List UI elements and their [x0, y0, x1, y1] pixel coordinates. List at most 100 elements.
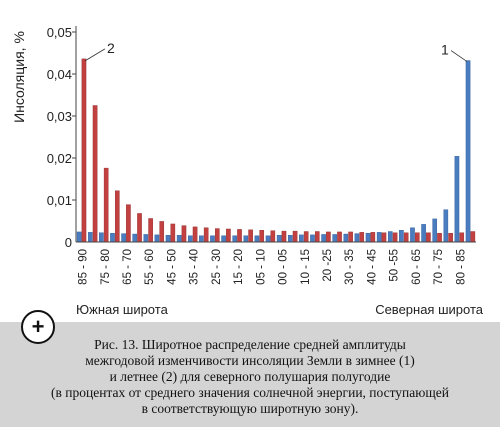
- bar-series-2: [403, 232, 409, 243]
- x-tick-label: 60 - 65: [411, 249, 423, 285]
- bar-series-2: [103, 167, 109, 243]
- bar-series-2: [381, 232, 387, 243]
- bar-series-2: [437, 232, 442, 243]
- bar-series-1: [376, 232, 382, 243]
- bar-series-2: [126, 204, 131, 243]
- bar-series-1: [443, 209, 449, 243]
- annotation-leader-1: [450, 50, 468, 62]
- bar-series-1: [410, 227, 415, 243]
- y-tick-label: 0,02: [47, 151, 72, 166]
- bar-series-2: [181, 225, 187, 243]
- bar-series-1: [243, 235, 249, 243]
- caption-line: в соответствующую широтную зону).: [141, 401, 359, 416]
- x-tick-label: 05 - 10: [255, 249, 267, 285]
- bar-series-2: [314, 231, 320, 243]
- bar-series-2: [203, 227, 209, 243]
- bar-series-1: [87, 232, 93, 243]
- bar-series-2: [170, 223, 176, 243]
- bar-series-2: [326, 231, 331, 243]
- bar-series-1: [332, 234, 338, 243]
- x-tick-label: 45 - 50: [166, 249, 178, 285]
- bar-series-1: [465, 60, 471, 243]
- bar-series-2: [292, 230, 298, 243]
- bar-series-1: [343, 233, 349, 243]
- y-tick-label: 0,05: [47, 25, 72, 40]
- bar-series-2: [214, 228, 220, 243]
- bar-series-2: [426, 232, 431, 243]
- bar-series-1: [210, 235, 215, 243]
- bar-series-2: [192, 226, 198, 243]
- caption-line: межгодовой изменчивости инсоляции Земли …: [85, 353, 415, 368]
- x-tick-label: 55 - 60: [144, 249, 156, 285]
- bar-series-1: [454, 156, 460, 243]
- bar-series-1: [387, 231, 393, 243]
- bar-series-2: [81, 58, 87, 243]
- bar-series-1: [132, 233, 138, 243]
- chart-area: 0 0,01 0,02 0,03 0,04 0,05 85 - 90 75 - 80 65 - …: [0, 0, 500, 322]
- bar-series-2: [448, 232, 453, 243]
- bar-series-1: [143, 234, 149, 243]
- bar-series-1: [199, 235, 204, 243]
- x-tick-label: 85 - 90: [78, 249, 90, 285]
- bar-series-2: [348, 231, 353, 243]
- bar-series-1: [154, 234, 160, 243]
- bar-series-1: [254, 235, 260, 243]
- y-tick-label: 0: [65, 235, 72, 250]
- bar-series-1: [265, 235, 271, 243]
- bar-series-2: [226, 228, 231, 243]
- bar-series-2: [270, 230, 276, 243]
- figure-caption: Рис. 13. Широтное распределение средней …: [0, 337, 500, 417]
- x-tick-label: 20 -25: [322, 249, 334, 282]
- bar-series-2: [281, 230, 287, 243]
- bar-series-1: [165, 235, 171, 243]
- bar-series-2: [148, 218, 153, 243]
- y-axis-label: Инсоляция, %: [11, 31, 27, 123]
- bar-series-1: [232, 235, 238, 243]
- bar-series-1: [421, 224, 426, 243]
- x-tick-label: 70 - 75: [433, 249, 445, 285]
- x-tick-label: 65 - 70: [122, 249, 134, 285]
- bar-series-1: [354, 233, 360, 243]
- bar-series-1: [432, 218, 438, 243]
- y-tick-label: 0,01: [47, 193, 72, 208]
- x-tick-label: 30 - 35: [344, 249, 356, 285]
- x-tick-label: 75 - 80: [100, 249, 112, 285]
- x-tick-label: 00 - 05: [278, 249, 290, 285]
- bar-series-2: [237, 229, 242, 243]
- y-tick-label: 0,04: [47, 67, 72, 82]
- caption-line: и летнее (2) для северного полушария пол…: [109, 369, 391, 384]
- bar-series-1: [299, 234, 304, 243]
- bar-series-2: [337, 231, 342, 243]
- bar-series-1: [76, 231, 82, 243]
- south-latitude-label: Южная широта: [76, 302, 168, 317]
- zoom-plus-button[interactable]: +: [21, 310, 55, 344]
- north-latitude-label: Северная широта: [375, 302, 483, 317]
- bar-series-2: [92, 105, 98, 243]
- x-tick-label: 15 - 20: [233, 249, 245, 285]
- bar-series-2: [114, 190, 120, 243]
- bar-series-2: [370, 232, 376, 243]
- caption-line: (в процентах от среднего значения солнеч…: [51, 385, 449, 400]
- bar-series-2: [248, 229, 253, 243]
- x-tick-label: 80 - 85: [455, 249, 467, 285]
- series-2-annotation: 2: [107, 40, 115, 56]
- bar-series-1: [221, 235, 226, 243]
- bar-series-2: [303, 231, 309, 243]
- bar-series-1: [321, 234, 326, 243]
- bar-series-1: [310, 234, 315, 243]
- bar-chart: 0 0,01 0,02 0,03 0,04 0,05 85 - 90 75 - 80 65 - …: [47, 25, 476, 285]
- bar-series-1: [287, 235, 293, 243]
- x-tick-label: 35 - 40: [189, 249, 201, 285]
- bar-series-1: [176, 235, 182, 243]
- x-tick-label: 50 -55: [389, 249, 401, 282]
- bar-series-1: [187, 235, 193, 243]
- y-tick-label: 0,03: [47, 109, 72, 124]
- x-tick-label: 25 - 30: [211, 249, 223, 285]
- caption-line: Рис. 13. Широтное распределение средней …: [94, 337, 406, 352]
- bar-series-2: [414, 232, 420, 243]
- x-tick-label: 10 - 15: [300, 249, 312, 285]
- bar-series-1: [365, 232, 371, 243]
- bar-series-2: [470, 231, 476, 243]
- bar-series-2: [359, 232, 365, 243]
- bar-series-2: [459, 232, 465, 243]
